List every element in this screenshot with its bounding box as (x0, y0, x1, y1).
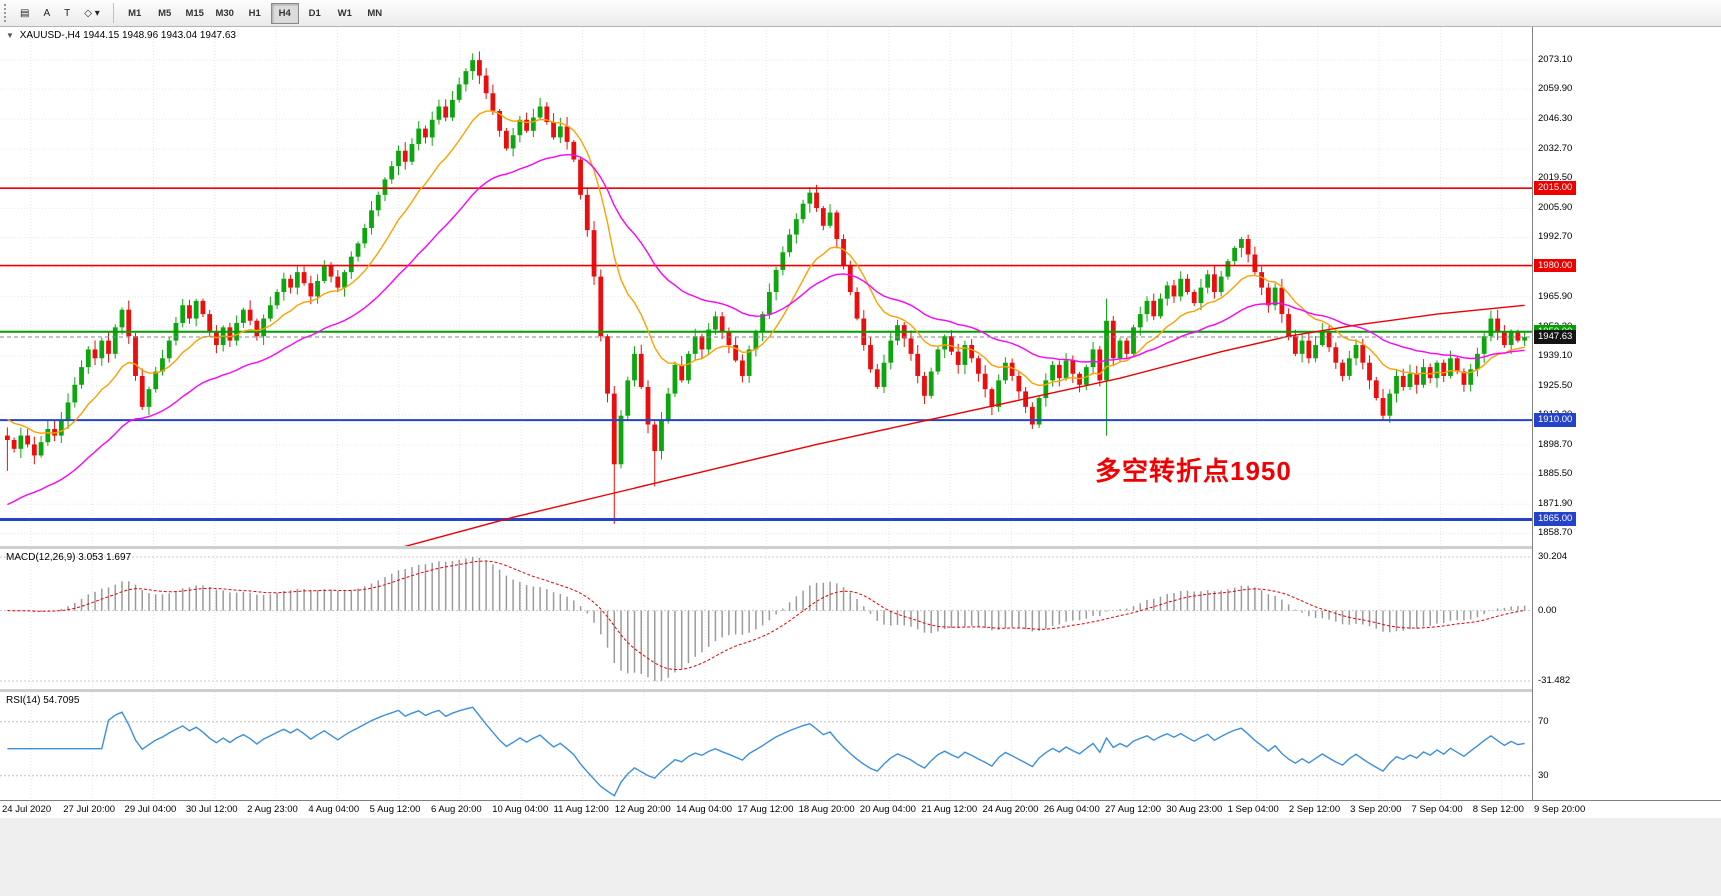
price-axis-label: 1885.50 (1538, 468, 1573, 480)
drawing-tools-group: ▤ A T ◇ ▾ (13, 3, 107, 24)
time-axis-label: 2 Aug 23:00 (247, 804, 298, 815)
price-axis-label: 2046.30 (1538, 113, 1573, 125)
time-axis-label: 27 Aug 12:00 (1105, 804, 1162, 815)
price-axis-label: 2073.10 (1538, 53, 1573, 65)
rsi-current-value: 54.7095 (43, 695, 80, 706)
time-axis-label: 9 Sep 20:00 (1534, 804, 1586, 815)
time-axis-label: 21 Aug 12:00 (921, 804, 978, 815)
price-level-badge: 1910.00 (1534, 413, 1577, 427)
time-axis-label: 5 Aug 12:00 (369, 804, 421, 815)
time-axis-label: 20 Aug 04:00 (859, 804, 916, 815)
ohlc-values: 1944.15 1948.96 1943.04 1947.63 (83, 30, 236, 41)
pane-divider[interactable] (0, 689, 1721, 692)
price-axis-label: 1871.90 (1538, 498, 1573, 510)
label-tool-button[interactable]: T (58, 3, 76, 24)
price-axis-label: 1939.10 (1538, 349, 1573, 361)
one-click-expander-icon[interactable]: ▼ (6, 31, 14, 40)
bottom-filler (0, 818, 1721, 896)
chart-annotation-text: 多空转折点1950 (1095, 456, 1292, 486)
timeframe-w1-button[interactable]: W1 (331, 3, 359, 24)
price-level-badge: 2015.00 (1534, 181, 1577, 195)
price-axis-label: 2019.50 (1538, 172, 1573, 184)
rsi-canvas[interactable] (0, 692, 1532, 800)
rsi-axis-label: 30 (1538, 769, 1549, 781)
time-axis-label: 10 Aug 04:00 (492, 804, 549, 815)
time-axis-label: 14 Aug 04:00 (676, 804, 733, 815)
toolbar: ▤ A T ◇ ▾ M1 M5 M15 M30 H1 H4 D1 W1 MN (0, 0, 1721, 27)
price-axis-label: 1858.70 (1538, 527, 1573, 539)
price-axis-label: 1965.90 (1538, 290, 1573, 302)
time-axis-label: 18 Aug 20:00 (798, 804, 855, 815)
time-axis-label: 27 Jul 20:00 (63, 804, 116, 815)
macd-current-values: 3.053 1.697 (78, 552, 132, 563)
shapes-dropdown-button[interactable]: ◇ ▾ (78, 3, 106, 24)
rsi-name: RSI(14) (6, 695, 41, 706)
price-axis-label: 1898.70 (1538, 439, 1573, 451)
time-axis-label: 30 Aug 23:00 (1166, 804, 1223, 815)
price-chart-canvas[interactable] (0, 27, 1532, 546)
macd-canvas[interactable] (0, 549, 1532, 689)
rsi-pane[interactable]: RSI(14) 54.7095 (0, 692, 1532, 800)
chart-title: ▼ XAUUSD-,H4 1944.15 1948.96 1943.04 194… (6, 30, 236, 41)
text-tool-button[interactable]: A (37, 3, 56, 24)
time-axis-label: 26 Aug 04:00 (1043, 804, 1100, 815)
time-axis-label: 4 Aug 04:00 (308, 804, 360, 815)
timeframe-m30-button[interactable]: M30 (211, 3, 239, 24)
price-axis-label: 1992.70 (1538, 231, 1573, 243)
chart-tools-button[interactable]: ▤ (14, 3, 35, 24)
timeframe-m1-button[interactable]: M1 (121, 3, 149, 24)
timeframe-h1-button[interactable]: H1 (241, 3, 269, 24)
timeframe-mn-button[interactable]: MN (361, 3, 389, 24)
pane-divider[interactable] (0, 546, 1721, 549)
macd-pane[interactable]: MACD(12,26,9) 3.053 1.697 (0, 549, 1532, 689)
time-axis-label: 1 Sep 04:00 (1227, 804, 1279, 815)
timeframe-m5-button[interactable]: M5 (151, 3, 179, 24)
timeframe-h4-button[interactable]: H4 (270, 2, 299, 24)
time-axis-label: 7 Sep 04:00 (1411, 804, 1463, 815)
price-level-badge: 1947.63 (1534, 330, 1577, 344)
macd-axis-label: 0.00 (1538, 604, 1557, 616)
price-axis-label: 2032.70 (1538, 143, 1573, 155)
price-axis[interactable]: 2073.10 2059.90 2046.30 2032.70 2019.50 2005.… (1532, 27, 1721, 800)
timeframe-group: M1 M5 M15 M30 H1 H4 D1 W1 MN (120, 2, 390, 24)
time-axis-label: 6 Aug 20:00 (430, 804, 482, 815)
price-chart-pane[interactable]: ▼ XAUUSD-,H4 1944.15 1948.96 1943.04 194… (0, 27, 1532, 546)
price-level-badge: 1865.00 (1534, 512, 1577, 526)
time-axis-label: 11 Aug 12:00 (553, 804, 609, 815)
macd-axis-label: 30.204 (1538, 551, 1568, 562)
time-axis-label: 2 Sep 12:00 (1288, 804, 1341, 815)
symbol-timeframe-label: XAUUSD-,H4 (19, 30, 81, 41)
price-axis-label: 2059.90 (1538, 83, 1573, 95)
time-axis-label: 24 Aug 20:00 (982, 804, 1039, 815)
price-axis-label: 1925.50 (1538, 379, 1573, 391)
time-axis[interactable]: 24 Jul 2020 27 Jul 20:00 29 Jul 04:00 30 Ju… (0, 800, 1721, 818)
time-axis-label: 12 Aug 20:00 (614, 804, 671, 815)
timeframe-m15-button[interactable]: M15 (181, 3, 209, 24)
price-axis-label: 2005.90 (1538, 202, 1573, 214)
macd-axis-label: -31.482 (1538, 675, 1571, 686)
rsi-label: RSI(14) 54.7095 (6, 695, 79, 706)
time-axis-label: 17 Aug 12:00 (737, 804, 794, 815)
time-axis-label: 8 Sep 12:00 (1472, 804, 1524, 815)
toolbar-grip[interactable] (4, 4, 8, 22)
time-axis-label: 29 Jul 04:00 (124, 804, 177, 815)
timeframe-d1-button[interactable]: D1 (301, 3, 329, 24)
macd-name: MACD(12,26,9) (6, 552, 76, 563)
toolbar-separator (112, 3, 114, 23)
price-level-badge: 1980.00 (1534, 258, 1577, 273)
time-axis-label: 24 Jul 2020 (2, 804, 52, 815)
macd-label: MACD(12,26,9) 3.053 1.697 (6, 552, 131, 563)
time-axis-label: 30 Jul 12:00 (185, 804, 238, 815)
time-axis-label: 3 Sep 20:00 (1350, 804, 1402, 815)
rsi-axis-label: 70 (1538, 715, 1549, 727)
